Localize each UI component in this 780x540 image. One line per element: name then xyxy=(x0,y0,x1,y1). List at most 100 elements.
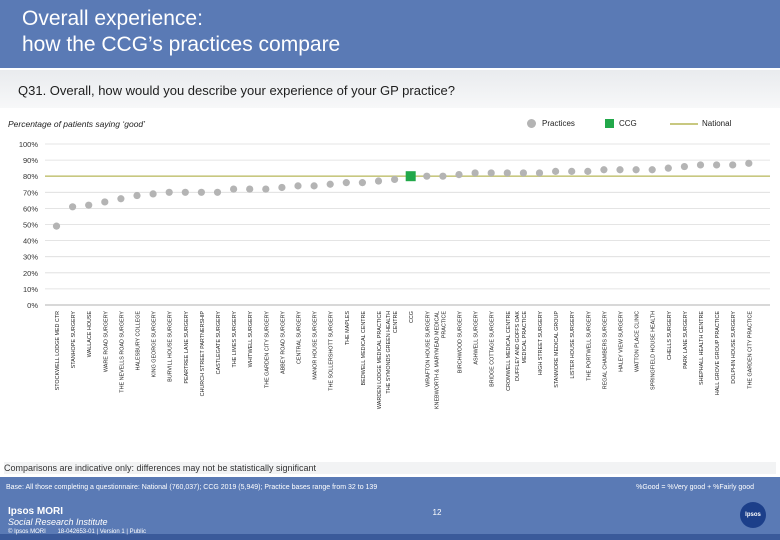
x-tick-label-group: DUFFLEY AND GOFFS OAK MEDICAL PRACTICE xyxy=(515,311,528,381)
x-tick-label: HALL GROVE GROUP PRACTICE xyxy=(715,311,721,396)
practice-point xyxy=(535,169,544,177)
x-tick-label-group: BURVILL HOUSE SURGERY xyxy=(168,311,174,382)
question-text: Q31. Overall, how would you describe you… xyxy=(18,83,455,98)
practice-point xyxy=(165,188,173,196)
practice-point xyxy=(519,169,528,177)
legend-national-line-icon xyxy=(670,123,698,125)
x-tick-label: THE SYMONDS GREEN HEALTH xyxy=(386,311,392,394)
practice-point xyxy=(503,169,511,177)
practice-point xyxy=(471,169,479,177)
x-tick-label-group: KNEBWORTH & MARYMEAD MEDICAL PRACTICE xyxy=(434,311,447,409)
practice-point xyxy=(616,166,624,174)
x-tick-label-group: DOLPHIN HOUSE SURGERY xyxy=(731,311,737,384)
practice-point xyxy=(664,164,672,172)
practice-point xyxy=(632,166,640,174)
x-tick-label: BIRCHWOOD SURGERY xyxy=(458,311,464,374)
x-tick-label-group: THE SYMONDS GREEN HEALTH CENTRE xyxy=(386,311,399,394)
x-tick-label-group: STOCKWELL LODGE MED CTR xyxy=(55,311,61,390)
practice-point xyxy=(455,170,463,179)
practice-point xyxy=(278,183,286,192)
footer-bar: Base: All those completing a questionnai… xyxy=(0,477,780,540)
calculation-note: %Good = %Very good + %Fairly good xyxy=(636,484,754,491)
x-tick-label-group: HALEY VIEW SURGERY xyxy=(619,311,625,372)
y-tick-label: 0% xyxy=(27,301,38,310)
practice-point xyxy=(552,167,560,175)
practice-point xyxy=(342,179,350,187)
x-tick-label: STANMORE MEDICAL GROUP xyxy=(554,311,560,388)
practice-point xyxy=(374,177,383,185)
x-tick-label: MANOR HOUSE SURGERY xyxy=(313,311,319,380)
x-tick-label: KING GEORGE SURGERY xyxy=(152,311,158,378)
legend-ccg-label: CCG xyxy=(619,119,637,128)
practice-point xyxy=(729,161,737,169)
x-tick-label: SPRINGFIELD HOUSE HEALTH xyxy=(651,311,657,390)
x-tick-label: CHELLS SURGERY xyxy=(667,311,673,360)
x-tick-label-group: THE MAPLES xyxy=(345,311,351,346)
x-tick-label: CROMWELL MEDICAL CENTRE xyxy=(506,311,512,391)
x-tick-label: WARDEN LODGE MEDICAL PRACTICE xyxy=(377,311,383,410)
practice-point xyxy=(584,167,592,175)
x-tick-label-group: CROMWELL MEDICAL CENTRE xyxy=(506,311,512,391)
practice-point xyxy=(600,166,608,174)
x-tick-label: WALLACE HOUSE xyxy=(87,311,93,358)
x-tick-label: CASTLEGATE SURGERY xyxy=(216,311,222,375)
header-bar: Overall experience: how the CCG’s practi… xyxy=(0,0,780,68)
x-tick-label: WARE ROAD SURGERY xyxy=(103,311,109,373)
x-tick-label-group: CHURCH STREET PARTNERSHIP xyxy=(200,311,206,397)
x-tick-label-group: CHELLS SURGERY xyxy=(667,311,673,360)
x-tick-label-group: PARK LANE SURGERY xyxy=(683,311,689,369)
y-tick-label: 90% xyxy=(23,156,38,165)
x-tick-label-group: WRAFTON HOUSE SURGERY xyxy=(425,311,431,387)
x-tick-label-group: HIGH STREET SURGERY xyxy=(538,311,544,376)
y-tick-label: 30% xyxy=(23,253,38,262)
practice-point xyxy=(713,161,721,169)
x-tick-label: SHEPHALL HEALTH CENTRE xyxy=(699,311,705,385)
x-tick-label: THE SOLLERSHOTT SURGERY xyxy=(329,311,335,391)
practice-point xyxy=(197,188,205,196)
practice-point xyxy=(230,185,238,193)
x-tick-label-group: THE NEVELLS ROAD SURGERY xyxy=(119,311,125,393)
x-tick-label-group: LISTER HOUSE SURGERY xyxy=(570,311,576,379)
practice-point xyxy=(745,159,753,167)
x-tick-label-group: ABBEY ROAD SURGERY xyxy=(280,311,286,374)
x-tick-label: CCG xyxy=(409,311,415,323)
practice-point xyxy=(69,203,77,211)
x-tick-label: DOLPHIN HOUSE SURGERY xyxy=(731,311,737,384)
practice-point xyxy=(294,182,302,190)
x-tick-label: WATTON PLACE CLINIC xyxy=(635,311,641,372)
x-tick-label-group: STANMORE MEDICAL GROUP xyxy=(554,311,560,388)
social-research-institute-logo: Social Research Institute xyxy=(8,517,108,527)
base-note: Base: All those completing a questionnai… xyxy=(6,484,378,491)
x-tick-label: STANHOPE SURGERY xyxy=(71,311,77,369)
footer-strip xyxy=(0,534,780,540)
practice-point xyxy=(213,188,222,196)
x-tick-label-group: THE SOLLERSHOTT SURGERY xyxy=(329,311,335,391)
practice-point xyxy=(326,180,334,188)
practice-point xyxy=(568,167,576,175)
x-tick-label: CHURCH STREET PARTNERSHIP xyxy=(200,311,206,397)
x-tick-label-group: THE PORTWELL SURGERY xyxy=(586,311,592,381)
y-tick-label: 80% xyxy=(23,172,38,181)
x-tick-label: BEDWELL MEDICAL CENTRE xyxy=(361,311,367,386)
x-tick-label: BRIDGE COTTAGE SURGERY xyxy=(490,311,496,387)
x-tick-label-group: STANHOPE SURGERY xyxy=(71,311,77,369)
x-tick-label: WRAFTON HOUSE SURGERY xyxy=(425,311,431,387)
x-tick-label-group: CCG xyxy=(409,311,415,323)
practice-point xyxy=(149,190,157,198)
ipsos-brand-icon: Ipsos xyxy=(740,502,766,528)
copyright-text: © Ipsos MORI xyxy=(8,529,46,535)
x-tick-label-group: WHITWELL SURGERY xyxy=(248,311,254,368)
chart-subtitle: Percentage of patients saying ‘good’ xyxy=(8,119,146,129)
practice-point xyxy=(117,195,125,203)
x-tick-label-group: REGAL CHAMBERS SURGERY xyxy=(602,311,608,390)
x-tick-label-group: BIRCHWOOD SURGERY xyxy=(458,311,464,374)
x-tick-label: ABBEY ROAD SURGERY xyxy=(280,311,286,374)
ccg-point xyxy=(405,171,416,182)
x-tick-label-group: ASHWELL SURGERY xyxy=(474,311,480,365)
practice-point xyxy=(133,191,141,200)
x-tick-label: PRACTICE xyxy=(441,311,447,339)
x-tick-label: CENTRAL SURGERY xyxy=(297,311,303,364)
x-tick-label: HALEY VIEW SURGERY xyxy=(619,311,625,372)
x-tick-label: STOCKWELL LODGE MED CTR xyxy=(55,311,61,390)
practice-point xyxy=(181,188,189,196)
